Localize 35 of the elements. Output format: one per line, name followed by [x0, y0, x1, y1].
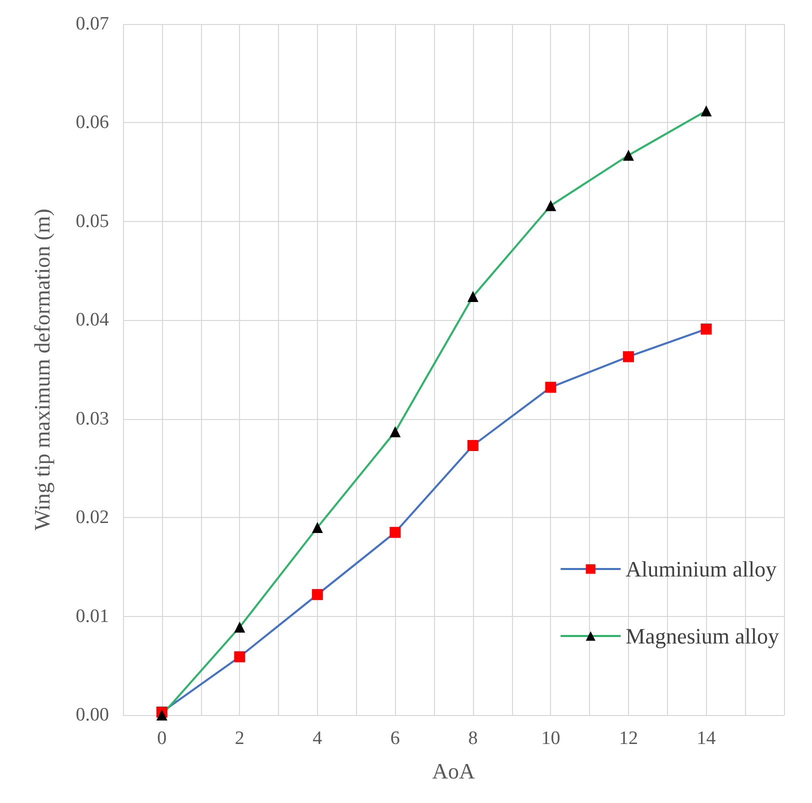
point: [622, 351, 634, 362]
point: [390, 426, 401, 438]
y-tick-label: 0.01: [76, 606, 109, 627]
y-tick-label: 0.05: [76, 210, 109, 232]
point: [545, 200, 556, 212]
point: [234, 651, 246, 662]
y-tick-label: 0.00: [76, 704, 109, 726]
x-tick-label: 10: [541, 728, 560, 749]
point: [700, 105, 712, 116]
y-tick-label: 0.06: [76, 112, 109, 134]
point: [622, 150, 634, 161]
point: [700, 324, 712, 335]
x-tick-label: 4: [312, 728, 323, 749]
x-tick-label: 6: [390, 728, 400, 749]
point: [390, 526, 401, 538]
x-tick-label: 8: [468, 728, 478, 749]
point: [467, 290, 478, 302]
point: [467, 440, 478, 452]
point: [156, 710, 168, 720]
legend-label: Aluminium alloy: [626, 556, 777, 582]
y-tick-label: 0.02: [76, 507, 109, 528]
x-tick-label: 14: [696, 728, 716, 749]
y-tick-label: 0.04: [76, 310, 110, 331]
point: [312, 589, 323, 600]
x-axis-title: AoA: [432, 758, 475, 784]
x-tick-label: 12: [618, 728, 638, 749]
y-axis-title: Wing tip maximum deformation (m): [30, 208, 54, 530]
y-tick-label: 0.03: [76, 408, 109, 430]
x-tick-label: 2: [234, 728, 244, 749]
point: [312, 522, 323, 533]
point: [545, 382, 556, 393]
y-tick-label: 0.07: [76, 14, 109, 34]
legend-label: Magnesium alloy: [626, 624, 780, 648]
x-tick-label: 0: [157, 728, 167, 749]
point: [234, 622, 246, 633]
